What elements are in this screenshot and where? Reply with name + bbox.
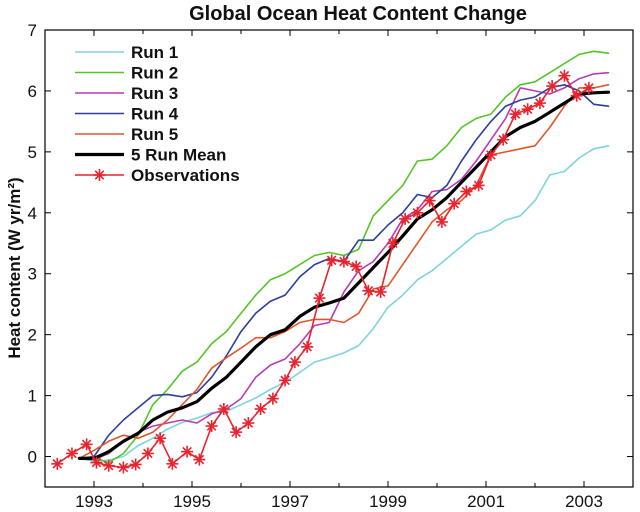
data-point-observations [301,340,314,353]
chart-title: Global Ocean Heat Content Change [189,3,527,25]
legend-label-run-1: Run 1 [131,43,178,62]
data-point-observations [533,97,546,110]
data-point-observations [141,447,154,460]
y-tick-label: 7 [28,21,37,40]
data-point-observations [242,417,255,430]
data-point-observations [266,392,279,405]
y-tick-label: 0 [28,448,37,467]
legend-label-5-run-mean: 5 Run Mean [131,146,226,165]
series-line-run-1 [78,145,610,463]
data-point-observations [472,179,485,192]
y-tick-label: 3 [28,265,37,284]
data-point-observations [205,420,218,433]
x-tick-label: 1997 [271,492,309,511]
data-point-observations [484,148,497,161]
data-point-observations [509,108,522,121]
series-layer [51,50,611,474]
data-point-observations [154,432,167,445]
y-tick-label: 2 [28,326,37,345]
data-point-observations [582,81,595,94]
data-point-observations [337,255,350,268]
data-point-observations [51,457,64,470]
data-point-observations [374,286,387,299]
data-point-observations [288,356,301,369]
data-point-observations [254,403,267,416]
y-axis-label: Heat content (W yr/m²) [5,177,24,358]
series-line-run-5 [78,84,610,460]
legend-label-run-3: Run 3 [131,84,178,103]
x-tick-label: 1993 [75,492,113,511]
y-tick-label: 1 [28,387,37,406]
legend-label-observations: Observations [131,166,240,185]
data-point-observations [193,453,206,466]
data-point-observations [521,103,534,116]
legend-label-run-4: Run 4 [131,105,179,124]
data-point-observations [166,457,179,470]
data-point-observations [362,284,375,297]
data-point-observations [90,456,103,469]
series-line-run-2 [78,50,610,464]
legend-label-run-5: Run 5 [131,125,178,144]
data-point-observations [411,206,424,219]
axes-layer: 0 1 2 3 4 5 6 7 1993 1995 1997 1999 2001 2003 [28,21,634,511]
data-point-observations [217,403,230,416]
series-line-run-3 [78,71,610,461]
data-point-observations [558,69,571,82]
x-tick-label: 2001 [467,492,505,511]
data-point-observations [435,215,448,228]
data-point-observations [117,461,130,474]
data-point-observations [325,254,338,267]
data-point-observations [423,194,436,207]
data-point-observations [350,260,363,273]
x-tick-label: 1995 [173,492,211,511]
data-point-observations [497,133,510,146]
x-tick-label: 1999 [369,492,407,511]
data-point-observations [80,438,93,451]
data-point-observations [230,426,243,439]
data-point-observations [460,185,473,198]
y-tick-label: 6 [28,82,37,101]
series-line-5-run-mean [77,90,611,460]
legend-marker-observations [93,169,106,181]
x-tick-label: 2003 [565,492,603,511]
legend-label-run-2: Run 2 [131,64,178,83]
data-point-observations [65,447,78,460]
y-tick-label: 5 [28,143,37,162]
data-point-observations [181,445,194,458]
data-point-observations [313,292,326,305]
data-point-observations [448,197,461,210]
data-point-observations [102,459,115,472]
y-tick-label: 4 [28,204,37,223]
data-point-observations [570,89,583,102]
data-point-observations [279,374,292,387]
data-point-observations [386,237,399,250]
data-point-observations [129,458,142,471]
data-point-observations [399,212,412,225]
data-point-observations [546,80,559,93]
